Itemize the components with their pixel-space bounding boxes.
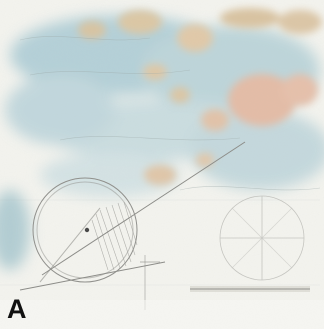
bottom-margin — [0, 300, 324, 329]
panel-label: A — [7, 294, 27, 324]
